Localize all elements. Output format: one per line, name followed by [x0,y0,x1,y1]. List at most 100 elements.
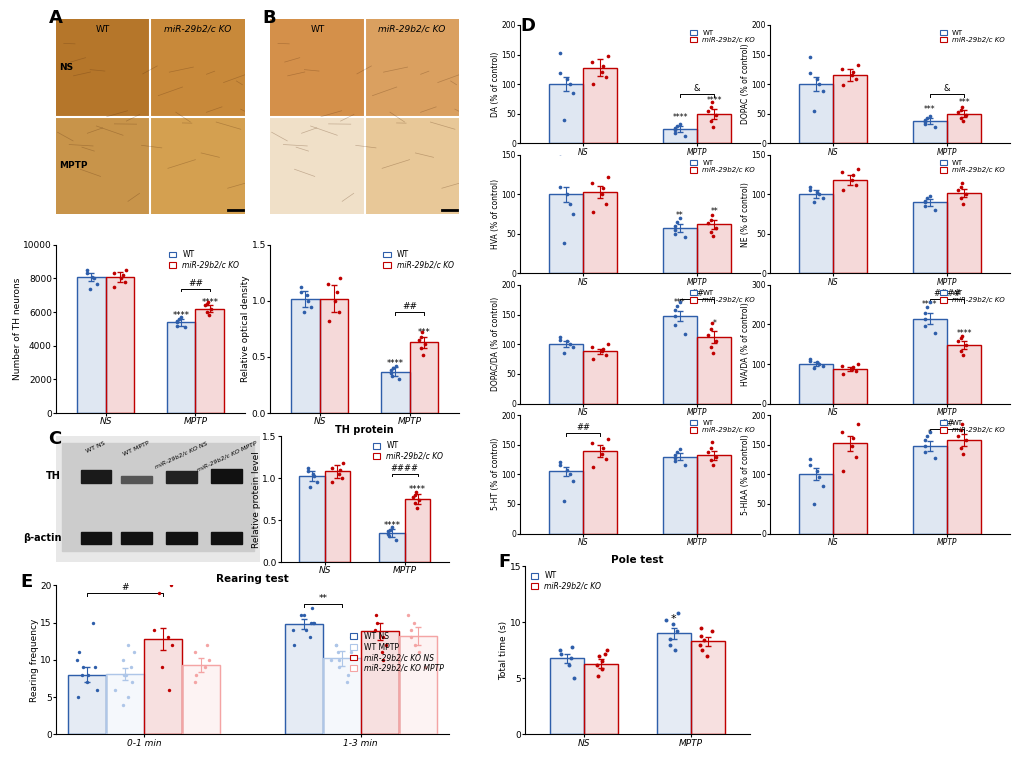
Bar [584,664,618,734]
Point [808,465,824,477]
Point [950,106,966,118]
Y-axis label: Relative protein level: Relative protein level [252,451,260,548]
Bar [912,446,946,534]
Point [593,345,609,357]
Point [117,264,133,276]
Point [405,490,421,503]
Point [555,347,572,360]
Text: ****: **** [672,113,687,122]
Legend: WT, miR-29b2/c KO: WT, miR-29b2/c KO [529,570,602,593]
Point [300,465,316,477]
Text: MPTP: MPTP [59,161,88,170]
Point [407,639,423,651]
Point [387,533,404,545]
Bar [946,114,980,144]
Point [169,316,185,328]
Point [801,355,817,367]
Point [338,676,355,688]
Point [296,306,312,318]
Point [805,197,821,209]
Bar [379,532,405,562]
Point [677,231,693,243]
Bar [81,532,111,544]
Text: TH: TH [46,471,61,481]
Legend: WT, miR-29b2/c KO: WT, miR-29b2/c KO [371,440,444,463]
Point [843,174,859,187]
Point [73,669,90,681]
Point [707,335,723,347]
Point [668,216,685,228]
Bar [81,470,111,483]
Point [380,525,396,537]
Point [551,67,568,80]
Point [801,181,817,193]
Point [916,321,932,333]
Bar [696,224,731,274]
Bar [166,532,197,544]
Point [90,684,106,696]
Point [118,669,135,681]
Point [304,601,320,614]
Point [300,295,316,307]
Point [801,184,817,196]
Point [707,451,723,463]
Text: #: # [121,583,128,592]
Point [702,100,718,112]
Text: ##: ## [690,289,703,298]
Bar [548,471,583,534]
Text: miR-29b2/c KO: miR-29b2/c KO [164,25,231,34]
Bar [583,67,616,144]
Bar [196,309,224,413]
Point [292,286,309,298]
Bar [833,369,866,404]
Bar [662,228,696,274]
Bar [798,364,833,404]
Point [834,63,850,76]
Point [666,304,683,316]
Bar [583,351,616,404]
Point [78,267,95,279]
Point [666,127,683,139]
Bar [290,298,319,413]
Text: **: ** [318,594,327,603]
Point [692,639,708,651]
Point [328,286,344,298]
Point [410,646,426,659]
Point [115,669,131,681]
Point [387,360,404,372]
Point [702,324,718,336]
Point [669,607,686,620]
Point [957,109,973,121]
Title: Rearing test: Rearing test [216,575,288,584]
Point [302,480,318,493]
Point [381,524,397,536]
Text: &: & [943,83,950,93]
Point [565,208,581,220]
Point [843,440,859,452]
Text: ##: ## [401,302,417,311]
Point [666,455,683,467]
Text: ##: ## [940,419,953,428]
Point [374,631,390,643]
Y-axis label: Relative optical density: Relative optical density [242,275,250,382]
Point [916,307,932,319]
Point [413,330,429,343]
Point [324,462,340,474]
Point [814,192,830,204]
Point [334,457,351,469]
Point [368,609,384,621]
Point [330,653,346,666]
Y-axis label: HVA (% of control): HVA (% of control) [491,179,499,249]
Point [391,373,408,386]
Point [672,212,688,224]
Bar [181,665,220,734]
Point [120,639,137,651]
Point [303,301,319,313]
Point [565,475,581,487]
Point [954,448,970,460]
Point [551,331,568,343]
Point [374,646,390,659]
Text: A: A [49,9,62,28]
Point [552,647,569,659]
Point [186,646,203,659]
